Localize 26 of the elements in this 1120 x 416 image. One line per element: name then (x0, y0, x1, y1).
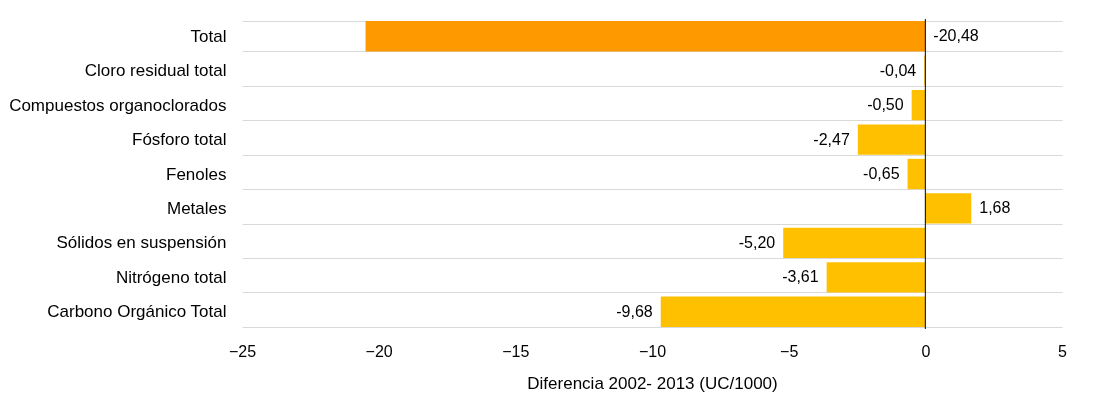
y-tick-label: Nitrógeno total (115, 267, 227, 287)
data-label: -0,04 (879, 61, 917, 79)
data-label: -20,48 (933, 27, 979, 45)
y-tick-label: Carbono Orgánico Total (47, 302, 227, 322)
data-label: -2,47 (813, 130, 850, 148)
y-tick-label: Sólidos en suspensión (56, 233, 227, 253)
data-label: -9,68 (616, 302, 653, 320)
y-tick-label: Cloro residual total (84, 61, 227, 81)
x-tick-label: 0 (921, 342, 931, 360)
x-tick-label: −25 (228, 342, 257, 360)
y-tick-label: Fósforo total (132, 130, 227, 150)
data-label: -0,50 (867, 96, 904, 114)
data-label: -3,61 (782, 268, 819, 286)
x-tick-label: −10 (638, 342, 667, 360)
x-tick-label: 5 (1058, 342, 1068, 360)
y-tick-label: Fenoles (166, 164, 227, 184)
data-label: -0,65 (863, 165, 900, 182)
y-tick-label: Compuestos organoclorados (9, 95, 227, 115)
x-axis-title: Diferencia 2002- 2013 (UC/1000) (527, 373, 778, 393)
data-label: 1,68 (979, 199, 1011, 217)
y-tick-label: Metales (166, 198, 227, 218)
x-tick-label: −5 (780, 342, 799, 360)
y-tick-label: Total (190, 26, 227, 46)
x-tick-label: −20 (365, 342, 393, 360)
x-tick-label: −15 (502, 342, 530, 360)
data-label: -5,20 (738, 233, 776, 251)
